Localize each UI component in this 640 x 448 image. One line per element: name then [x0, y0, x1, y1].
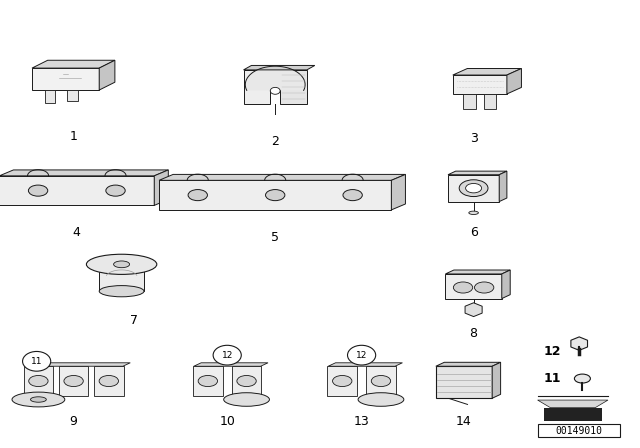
Text: 4: 4	[73, 226, 81, 240]
Circle shape	[348, 345, 376, 365]
Text: 12: 12	[544, 345, 561, 358]
FancyBboxPatch shape	[538, 424, 620, 437]
Ellipse shape	[474, 282, 494, 293]
Polygon shape	[0, 176, 154, 205]
Polygon shape	[59, 366, 88, 396]
Polygon shape	[392, 174, 406, 210]
Ellipse shape	[28, 185, 48, 196]
Ellipse shape	[188, 190, 207, 201]
Polygon shape	[328, 363, 403, 366]
Text: 11: 11	[544, 372, 561, 385]
Polygon shape	[232, 366, 261, 396]
Polygon shape	[244, 65, 315, 70]
Text: 12: 12	[221, 351, 233, 360]
Ellipse shape	[453, 282, 473, 293]
Polygon shape	[453, 69, 522, 75]
Ellipse shape	[106, 185, 125, 196]
Polygon shape	[445, 274, 502, 299]
Ellipse shape	[358, 393, 404, 406]
Polygon shape	[32, 60, 115, 68]
Polygon shape	[45, 90, 55, 103]
Polygon shape	[502, 270, 510, 299]
Polygon shape	[453, 75, 507, 94]
Text: 2: 2	[271, 134, 279, 148]
Text: 12: 12	[356, 351, 367, 360]
Ellipse shape	[371, 375, 390, 387]
Polygon shape	[99, 264, 144, 291]
Polygon shape	[507, 69, 522, 94]
Ellipse shape	[198, 375, 218, 387]
Text: 9: 9	[70, 414, 77, 428]
Polygon shape	[448, 171, 507, 175]
Ellipse shape	[466, 184, 482, 193]
Ellipse shape	[468, 211, 479, 215]
Polygon shape	[154, 170, 168, 205]
Ellipse shape	[575, 374, 591, 383]
Polygon shape	[67, 90, 77, 101]
Ellipse shape	[31, 397, 46, 402]
Ellipse shape	[86, 254, 157, 274]
Text: 1: 1	[70, 130, 77, 143]
Polygon shape	[499, 171, 507, 202]
Circle shape	[22, 351, 51, 371]
Polygon shape	[32, 68, 99, 90]
Polygon shape	[280, 70, 307, 104]
Text: 10: 10	[220, 414, 235, 428]
Ellipse shape	[343, 190, 362, 201]
Polygon shape	[366, 366, 396, 396]
Text: 11: 11	[31, 357, 42, 366]
Text: 00149010: 00149010	[556, 426, 602, 435]
Text: 13: 13	[354, 414, 369, 428]
Text: 5: 5	[271, 231, 279, 244]
Ellipse shape	[224, 393, 269, 406]
Circle shape	[213, 345, 241, 365]
Ellipse shape	[64, 375, 83, 387]
Polygon shape	[0, 170, 168, 176]
Polygon shape	[492, 362, 500, 398]
Text: 3: 3	[470, 132, 477, 146]
Polygon shape	[484, 94, 497, 108]
Polygon shape	[445, 270, 510, 274]
Polygon shape	[436, 366, 492, 398]
Text: 8: 8	[470, 327, 477, 340]
Ellipse shape	[270, 87, 280, 94]
Ellipse shape	[99, 375, 118, 387]
Polygon shape	[244, 70, 270, 104]
Polygon shape	[193, 366, 223, 396]
Polygon shape	[328, 366, 357, 396]
Ellipse shape	[266, 190, 285, 201]
Polygon shape	[24, 366, 53, 396]
Ellipse shape	[99, 286, 144, 297]
Polygon shape	[245, 66, 305, 90]
Ellipse shape	[114, 261, 129, 268]
Ellipse shape	[29, 375, 48, 387]
Ellipse shape	[333, 375, 352, 387]
Polygon shape	[544, 408, 602, 421]
Text: 7: 7	[131, 314, 138, 327]
Polygon shape	[463, 94, 476, 108]
Polygon shape	[194, 363, 268, 366]
Polygon shape	[159, 174, 406, 181]
Ellipse shape	[237, 375, 256, 387]
Text: 14: 14	[456, 414, 472, 428]
Text: 6: 6	[470, 226, 477, 240]
Polygon shape	[99, 60, 115, 90]
Polygon shape	[159, 181, 392, 210]
Polygon shape	[24, 363, 131, 366]
Polygon shape	[448, 175, 499, 202]
Polygon shape	[538, 400, 608, 408]
Ellipse shape	[12, 392, 65, 407]
Ellipse shape	[460, 180, 488, 197]
Polygon shape	[94, 366, 124, 396]
Polygon shape	[436, 362, 500, 366]
